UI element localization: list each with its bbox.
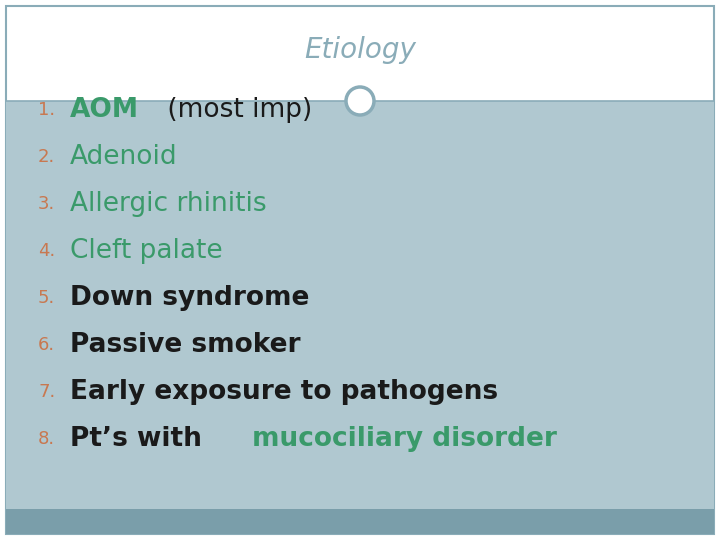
Text: Pt’s with: Pt’s with: [70, 426, 211, 452]
Text: 7.: 7.: [38, 383, 55, 401]
FancyBboxPatch shape: [6, 6, 714, 534]
Text: Down syndrome: Down syndrome: [70, 285, 310, 311]
Text: Cleft palate: Cleft palate: [70, 238, 222, 264]
Text: 3.: 3.: [38, 195, 55, 213]
Text: Passive smoker: Passive smoker: [70, 332, 300, 358]
Text: Etiology: Etiology: [304, 36, 416, 64]
Text: 6.: 6.: [38, 336, 55, 354]
Text: Early exposure to pathogens: Early exposure to pathogens: [70, 379, 498, 405]
Text: mucociliary disorder: mucociliary disorder: [252, 426, 557, 452]
Text: AOM: AOM: [70, 97, 139, 123]
Text: 1.: 1.: [38, 101, 55, 119]
Circle shape: [346, 87, 374, 115]
Text: Allergic rhinitis: Allergic rhinitis: [70, 191, 266, 217]
Text: 2.: 2.: [38, 148, 55, 166]
Text: Adenoid: Adenoid: [70, 144, 178, 170]
Text: 8.: 8.: [38, 430, 55, 448]
FancyBboxPatch shape: [6, 101, 714, 510]
Text: (most imp): (most imp): [159, 97, 312, 123]
Text: 5.: 5.: [38, 289, 55, 307]
Text: 4.: 4.: [38, 242, 55, 260]
FancyBboxPatch shape: [6, 509, 714, 534]
